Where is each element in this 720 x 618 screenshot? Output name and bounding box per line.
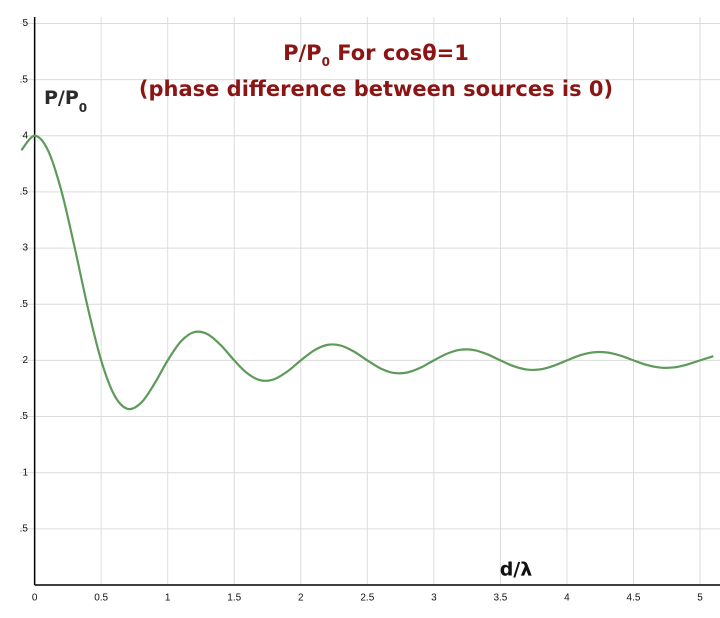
y-tick-label: .5 xyxy=(20,523,29,534)
y-tick-label: 3 xyxy=(22,243,28,254)
y-tick-label: 4 xyxy=(22,130,28,141)
x-axis-label: d/λ xyxy=(500,559,533,581)
y-tick-label: 1 xyxy=(22,467,28,478)
y-tick-label: 5 xyxy=(22,18,28,29)
y-tick-label: .5 xyxy=(20,299,29,310)
x-tick-label: 3.5 xyxy=(493,593,507,604)
x-tick-label: 1 xyxy=(165,593,171,604)
y-tick-label: .5 xyxy=(20,187,29,198)
x-tick-label: 4.5 xyxy=(627,593,641,604)
y-tick-label: .5 xyxy=(20,74,29,85)
x-tick-label: 5 xyxy=(697,593,703,604)
chart-subtitle: (phase difference between sources is 0) xyxy=(139,77,613,101)
grid xyxy=(20,17,720,585)
x-tick-label: 0.5 xyxy=(94,593,108,604)
x-tick-label: 0 xyxy=(32,593,38,604)
x-tick-label: 3 xyxy=(431,593,437,604)
y-tick-label: 2 xyxy=(22,355,28,366)
x-tick-label: 2 xyxy=(298,593,304,604)
x-tick-label: 4 xyxy=(564,593,570,604)
x-tick-label: 2.5 xyxy=(360,593,374,604)
x-tick-label: 1.5 xyxy=(227,593,241,604)
chart-title: P/P0 For cosθ=1 xyxy=(283,41,469,69)
y-axis-label: P/P0 xyxy=(44,87,87,115)
y-tick-label: .5 xyxy=(20,411,29,422)
data-line xyxy=(20,134,714,411)
